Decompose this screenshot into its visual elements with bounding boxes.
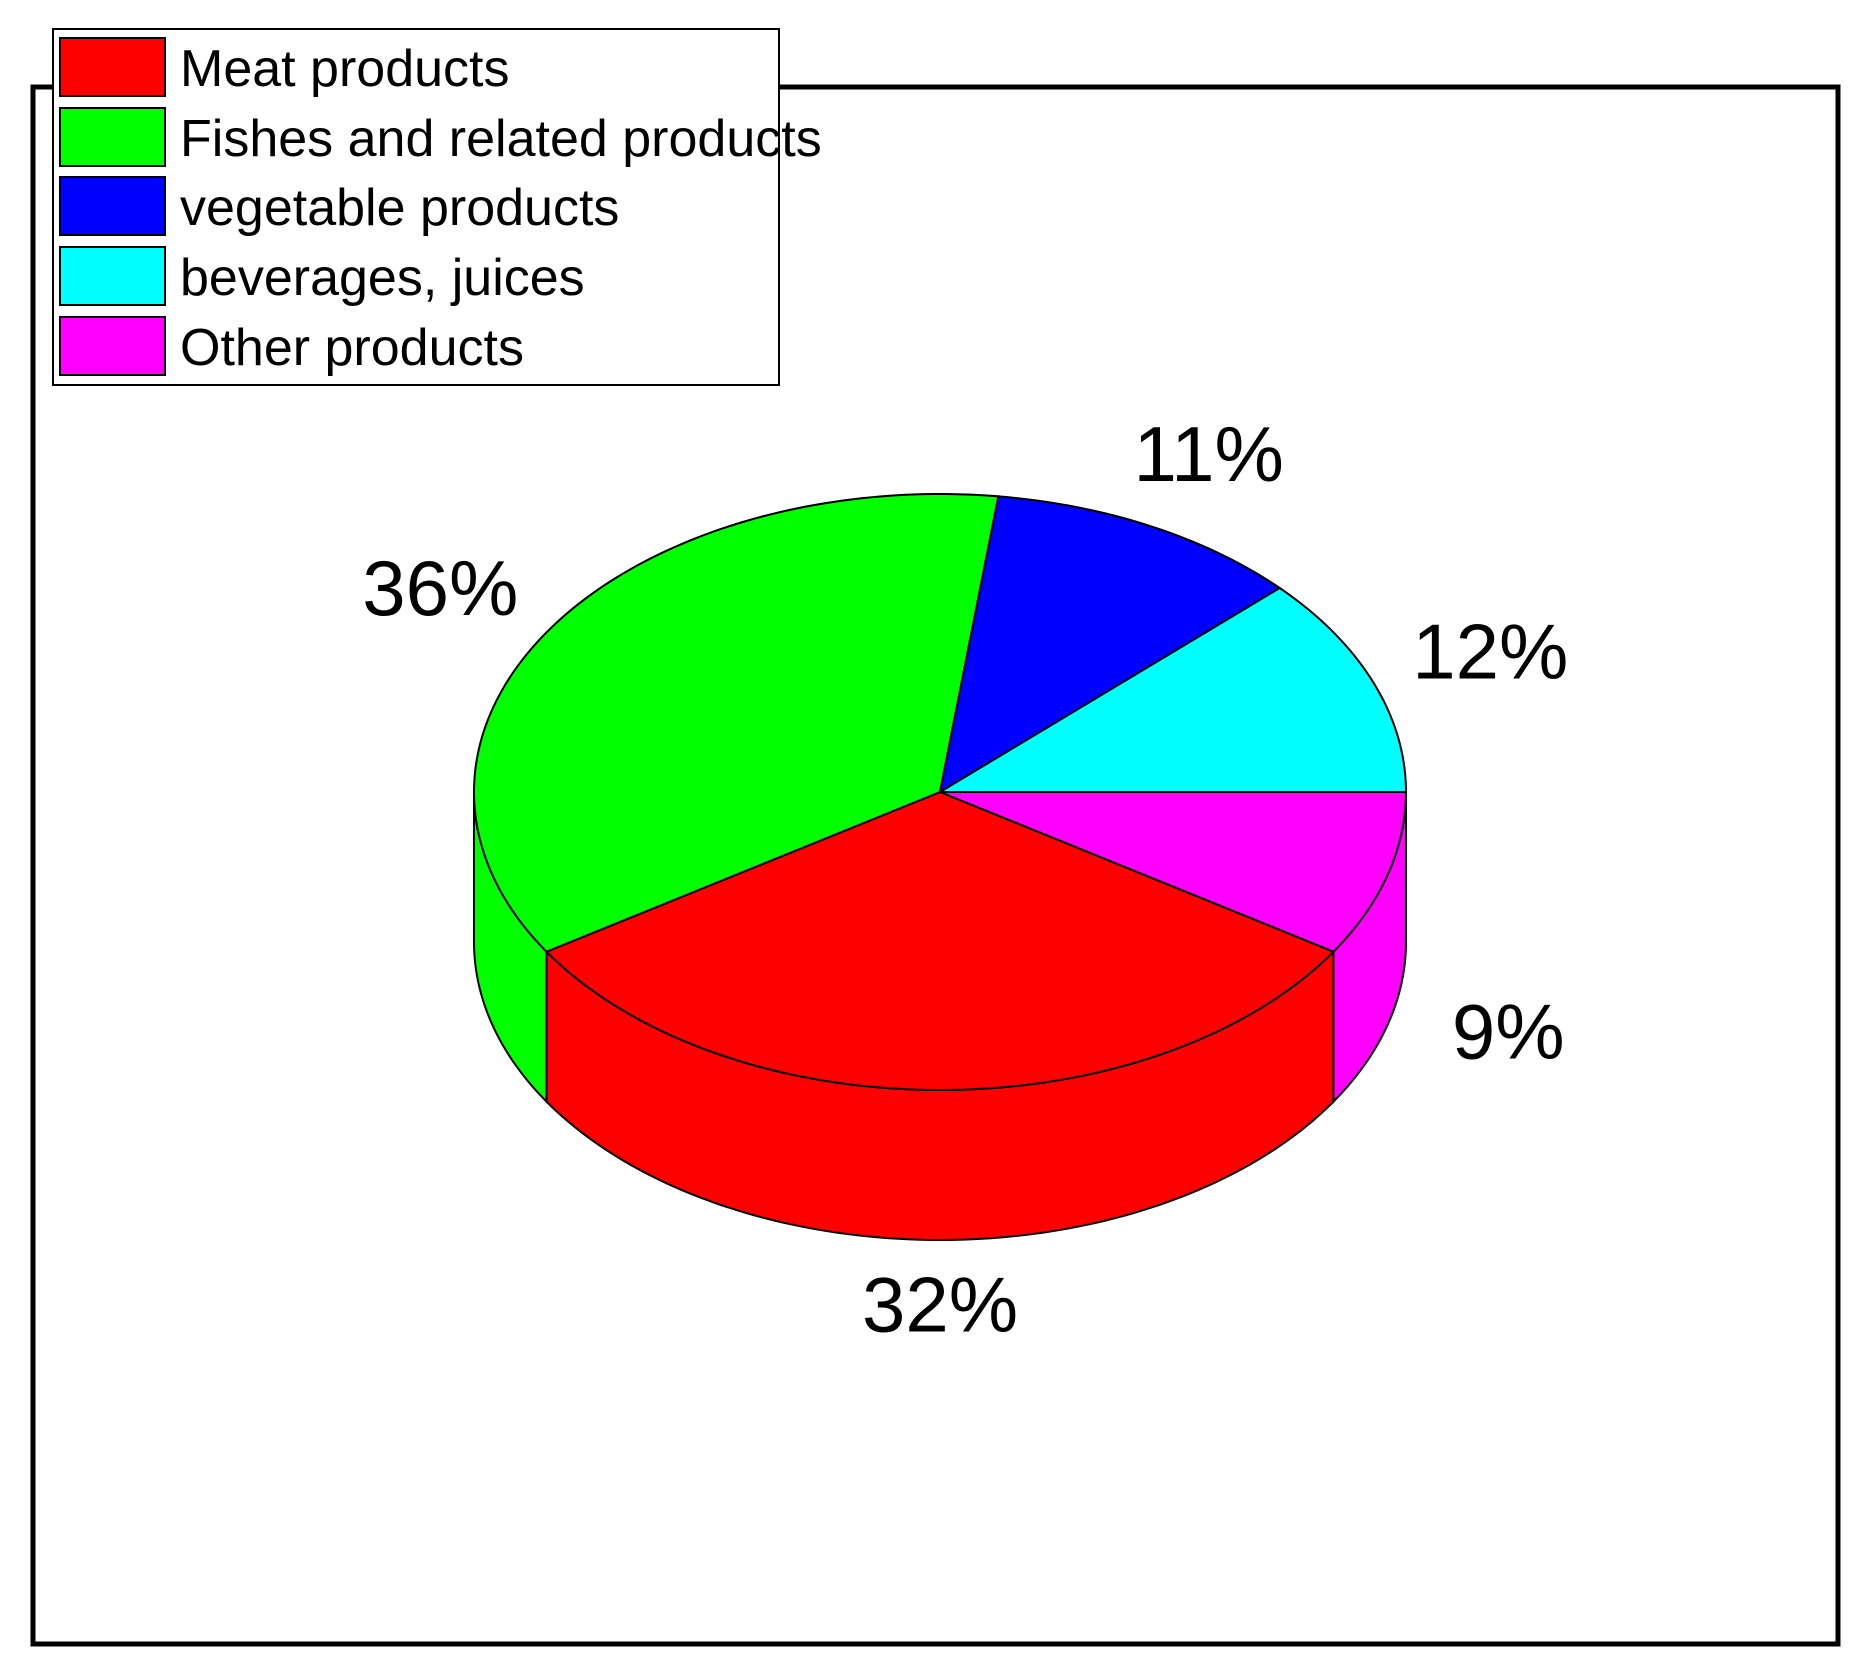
- legend-item: Meat products: [59, 37, 510, 98]
- legend-item: beverages, juices: [59, 246, 585, 307]
- percent-label-meat: 32%: [862, 1261, 1018, 1349]
- pie-group: [473, 493, 1408, 1241]
- percent-label-vegetable: 11%: [1134, 410, 1284, 498]
- legend-label-meat: Meat products: [180, 40, 510, 98]
- percent-label-beverages: 12%: [1412, 608, 1568, 696]
- legend-label-fishes: Fishes and related products: [180, 110, 822, 168]
- percent-label-other: 9%: [1452, 988, 1565, 1076]
- legend-item: Other products: [59, 316, 524, 377]
- pie-slice-fishes: [473, 493, 1000, 953]
- percent-label-fishes: 36%: [362, 544, 518, 632]
- legend-swatch-beverages: [59, 246, 166, 306]
- pie-slice-beverages: [936, 586, 1408, 793]
- legend-swatch-meat: [59, 37, 166, 97]
- legend-label-vegetable: vegetable products: [180, 179, 619, 237]
- legend: Meat products Fishes and related product…: [52, 28, 822, 386]
- legend-label-beverages: beverages, juices: [180, 249, 585, 307]
- pie-slice-other: [939, 791, 1408, 953]
- legend-swatch-vegetable: [59, 176, 166, 236]
- pie-slice-meat: [544, 790, 1336, 1091]
- legend-item: Fishes and related products: [59, 107, 822, 168]
- legend-item: vegetable products: [59, 176, 619, 237]
- pie-slice-vegetable: [938, 495, 1282, 795]
- legend-swatch-fishes: [59, 107, 166, 167]
- percent-labels: 9% 32% 36% 11% 12%: [362, 410, 1568, 1349]
- legend-label-other: Other products: [180, 319, 524, 377]
- legend-box: [52, 28, 780, 386]
- legend-swatch-other: [59, 316, 166, 376]
